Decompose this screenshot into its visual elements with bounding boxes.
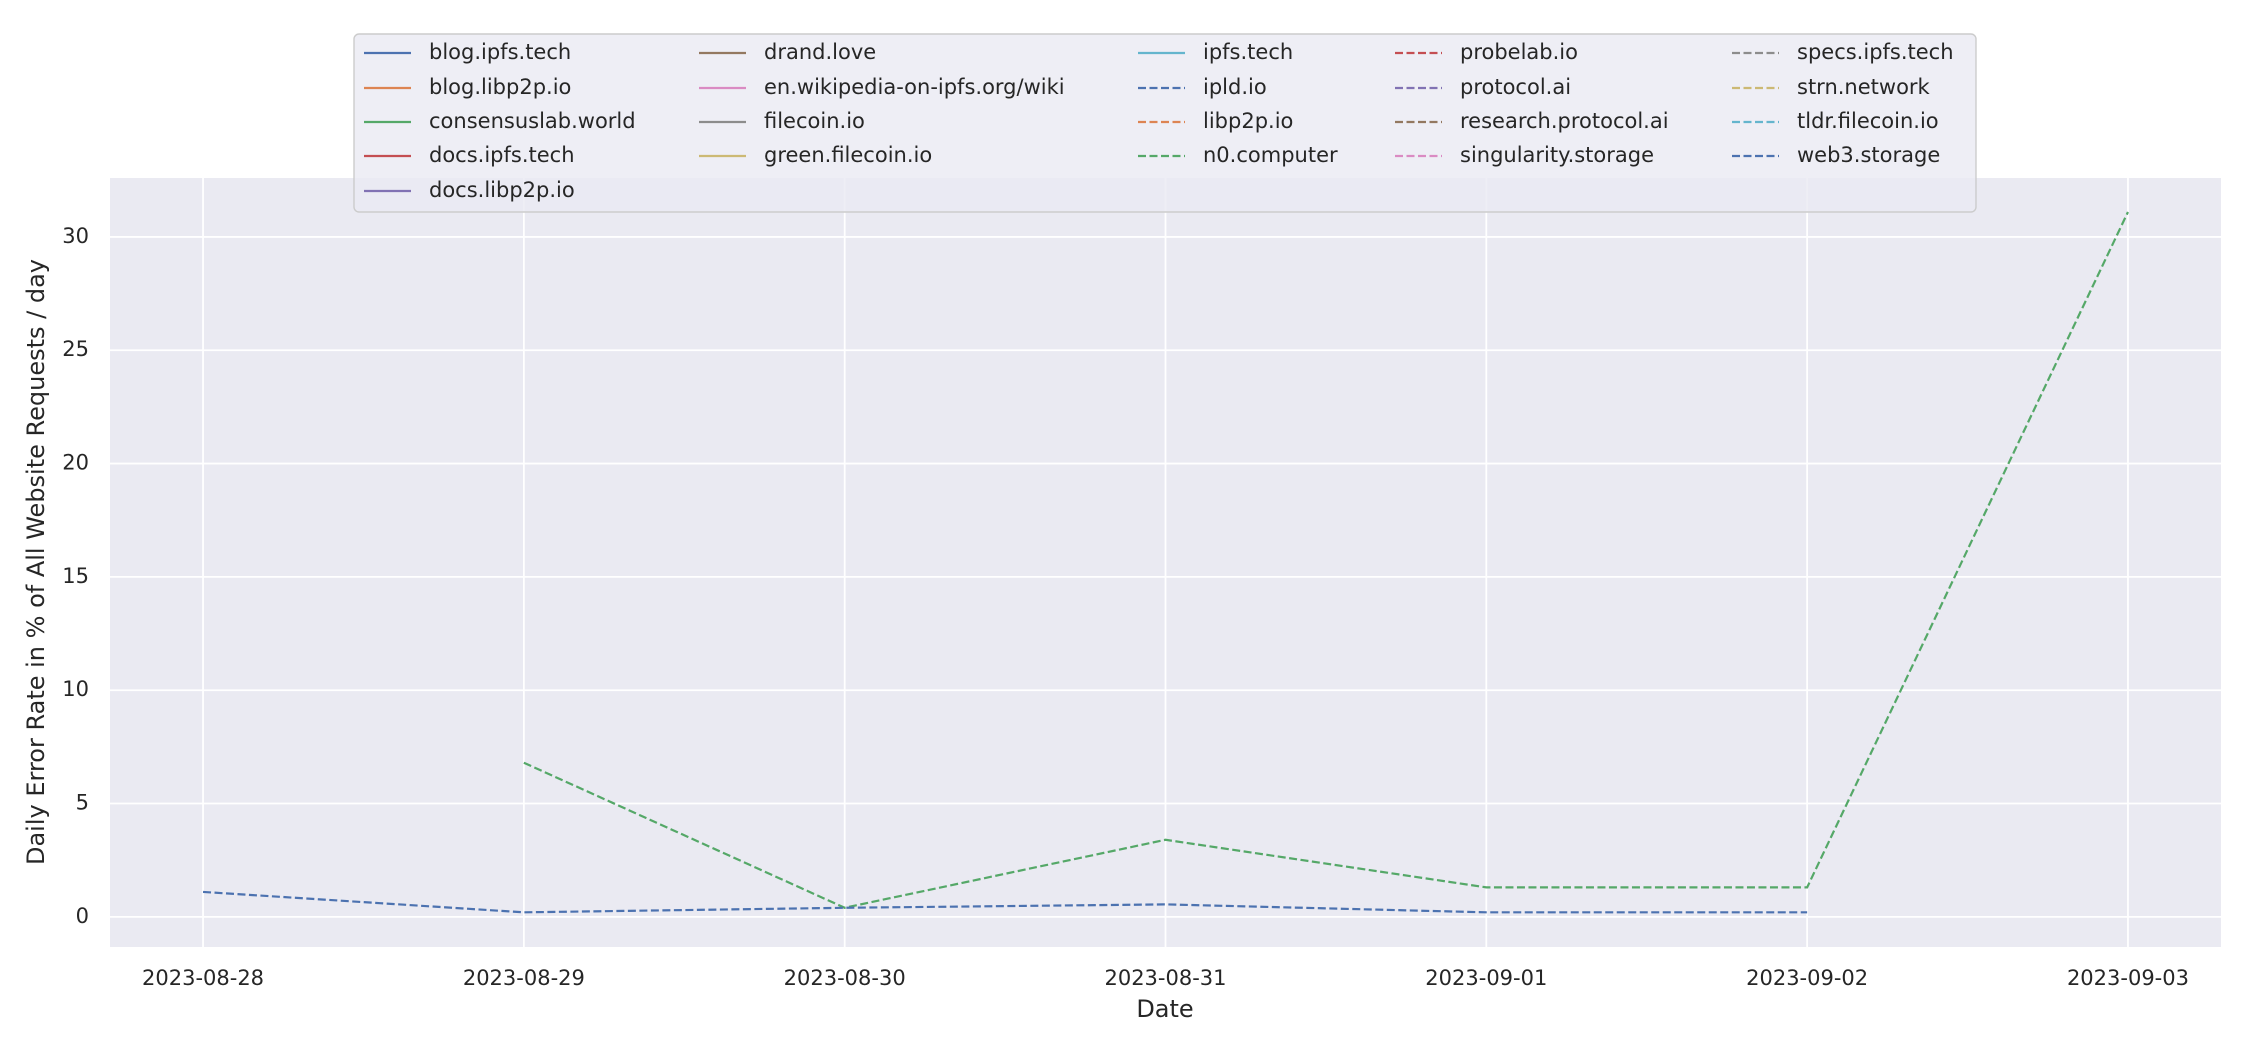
- legend-label: blog.libp2p.io: [429, 75, 571, 99]
- x-tick-label: 2023-09-01: [1425, 966, 1547, 990]
- legend-label: singularity.storage: [1460, 143, 1654, 167]
- series-line: [202, 890, 1808, 914]
- y-tick-label: 0: [76, 904, 89, 928]
- legend-label: green.filecoin.io: [764, 143, 932, 167]
- legend-label: docs.libp2p.io: [429, 178, 575, 202]
- grid: [110, 178, 2221, 947]
- legend-label: probelab.io: [1460, 40, 1578, 64]
- legend-label: ipfs.tech: [1203, 40, 1293, 64]
- legend-label: ipld.io: [1203, 75, 1267, 99]
- legend-label: filecoin.io: [764, 109, 865, 133]
- x-tick-label: 2023-09-02: [1746, 966, 1868, 990]
- legend-label: research.protocol.ai: [1460, 109, 1669, 133]
- legend-label: docs.ipfs.tech: [429, 143, 575, 167]
- y-tick-label: 20: [62, 451, 89, 475]
- x-tick-label: 2023-08-29: [463, 966, 585, 990]
- legend-label: en.wikipedia-on-ipfs.org/wiki: [764, 75, 1065, 99]
- y-tick-label: 30: [62, 224, 89, 248]
- legend-label: blog.ipfs.tech: [429, 40, 571, 64]
- legend-label: strn.network: [1797, 75, 1931, 99]
- y-tick-label: 5: [76, 791, 89, 815]
- x-tick-label: 2023-09-03: [2067, 966, 2189, 990]
- y-axis-label: Daily Error Rate in % of All Website Req…: [22, 259, 50, 865]
- x-tick-label: 2023-08-31: [1104, 966, 1226, 990]
- legend-label: protocol.ai: [1460, 75, 1571, 99]
- legend-label: drand.love: [764, 40, 876, 64]
- legend-label: web3.storage: [1797, 143, 1940, 167]
- legend-label: libp2p.io: [1203, 109, 1293, 133]
- legend-label: consensuslab.world: [429, 109, 636, 133]
- legend-label: specs.ipfs.tech: [1797, 40, 1954, 64]
- legend: blog.ipfs.tech blog.libp2p.io consensuslab…: [364, 40, 1954, 202]
- y-tick-label: 25: [62, 337, 89, 361]
- series-line: [523, 211, 2129, 909]
- lines: [202, 211, 2129, 914]
- x-tick-label: 2023-08-30: [784, 966, 906, 990]
- y-tick-label: 15: [62, 564, 89, 588]
- x-axis-label: Date: [1136, 995, 1193, 1023]
- legend-label: n0.computer: [1203, 143, 1338, 167]
- x-tick-label: 2023-08-28: [142, 966, 264, 990]
- legend-label: tldr.filecoin.io: [1797, 109, 1939, 133]
- y-tick-label: 10: [62, 677, 89, 701]
